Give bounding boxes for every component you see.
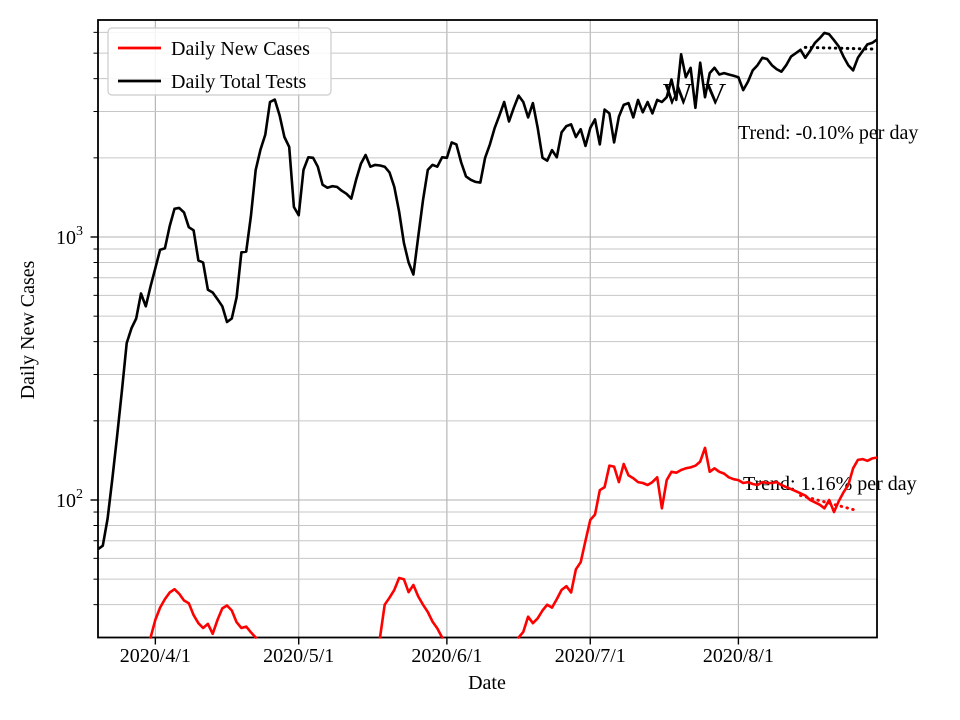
x-tick-label: 2020/7/1 (555, 645, 626, 667)
series-lines (98, 31, 877, 639)
axes-frame (90, 19, 878, 645)
legend: Daily New Cases Daily Total Tests (107, 27, 332, 96)
x-tick-label: 2020/8/1 (703, 645, 774, 667)
y-tick-base: 10 (56, 490, 76, 512)
y-axis-title: Daily New Cases (17, 260, 39, 399)
gridlines (98, 20, 877, 638)
x-tick-label: 2020/4/1 (120, 645, 191, 667)
annotation-w: W (663, 76, 693, 111)
y-tick-exponent: 2 (76, 487, 83, 502)
y-tick-label: 102 (56, 487, 83, 512)
annotation-v: V (704, 76, 727, 111)
trend-label-tests: Trend: -0.10% per day (738, 122, 918, 144)
y-tick-exponent: 3 (76, 224, 83, 239)
y-tick-base: 10 (56, 227, 76, 249)
legend-entry-label: Daily New Cases (171, 38, 310, 60)
x-tick-label: 2020/6/1 (411, 645, 482, 667)
trend-lines (799, 45, 879, 513)
series-daily-total-tests (98, 31, 877, 551)
series-daily-new-cases (149, 446, 877, 639)
trend-label-cases: Trend: 1.16% per day (743, 473, 917, 495)
x-tick-label: 2020/5/1 (263, 645, 334, 667)
legend-entry-label: Daily Total Tests (171, 71, 307, 93)
x-axis-title: Date (468, 672, 506, 694)
y-tick-label: 103 (56, 224, 83, 249)
tick-labels: 2020/4/1 2020/5/1 2020/6/1 2020/7/1 2020/8/1… (56, 224, 774, 667)
